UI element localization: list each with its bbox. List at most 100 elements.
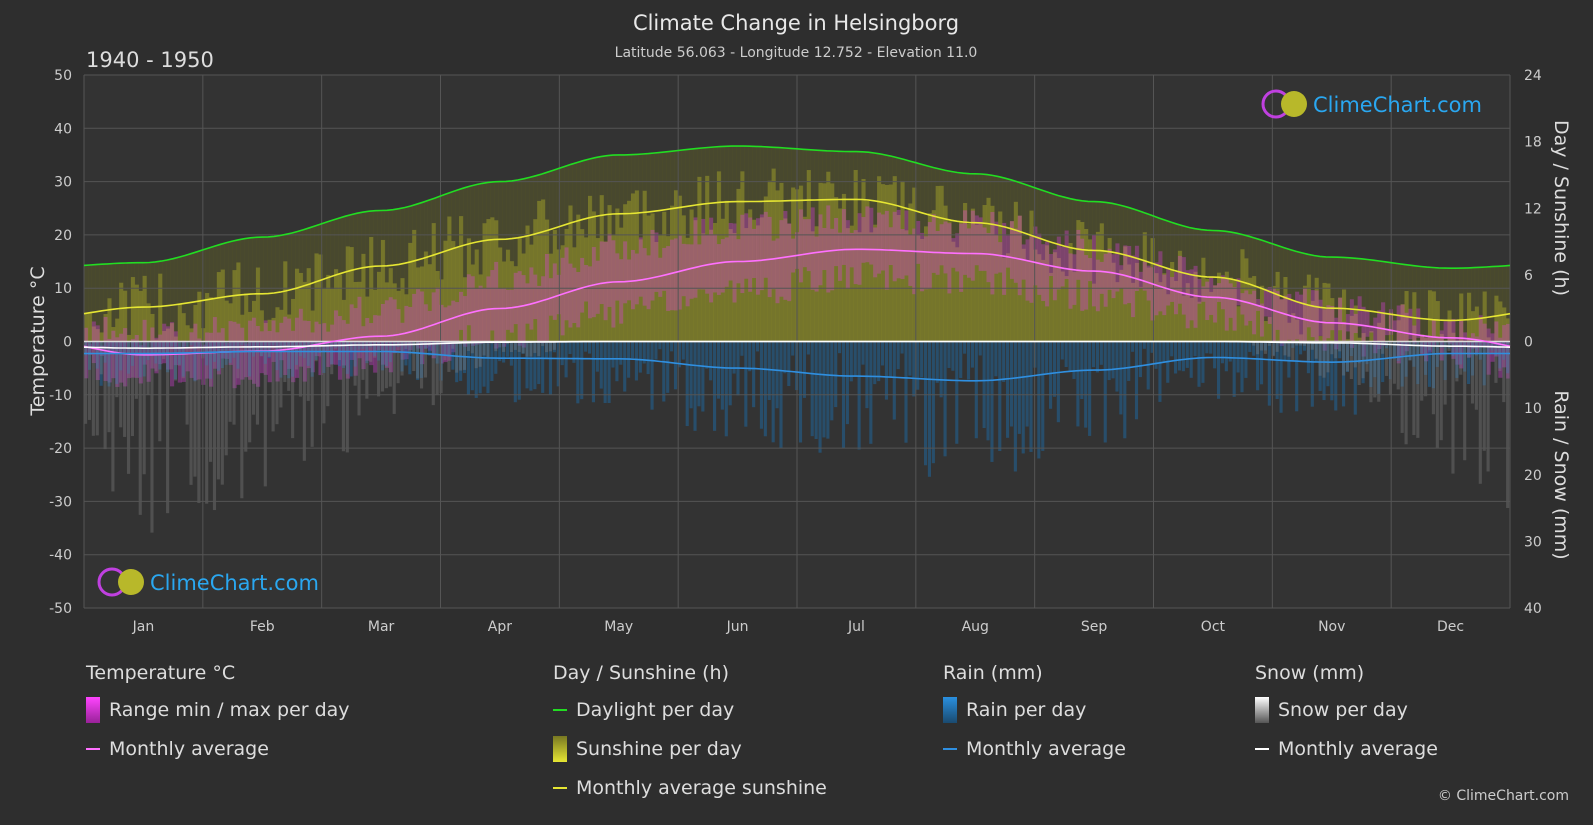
temp-range-bar bbox=[1013, 228, 1019, 283]
sunshine-bar bbox=[462, 277, 468, 342]
temp-range-bar bbox=[1115, 243, 1120, 292]
line-swatch-icon bbox=[553, 709, 567, 711]
daylight-bar bbox=[1138, 211, 1144, 342]
rain-bar bbox=[1025, 341, 1029, 427]
sunshine-bar bbox=[1342, 289, 1347, 342]
rain-bar bbox=[884, 341, 889, 400]
legend-rain-title: Rain (mm) bbox=[943, 662, 1043, 684]
temp-range-bar bbox=[673, 238, 679, 311]
rain-bar bbox=[115, 341, 119, 384]
range-swatch-icon bbox=[86, 697, 100, 723]
temp-range-bar bbox=[119, 333, 124, 383]
temp-range-bar bbox=[787, 223, 792, 302]
snow-bar bbox=[193, 341, 197, 477]
daylight-bar bbox=[1400, 264, 1405, 342]
temp-range-bar bbox=[423, 304, 429, 349]
snow-bar bbox=[1373, 341, 1377, 398]
temp-range-bar bbox=[462, 296, 468, 347]
temp-range-bar bbox=[1127, 245, 1132, 304]
sunshine-bar bbox=[1338, 297, 1343, 342]
snow-bar bbox=[513, 341, 517, 350]
sunshine-bar bbox=[955, 247, 960, 342]
temp-range-bar bbox=[197, 338, 202, 380]
temp-range-bar bbox=[416, 289, 421, 349]
sunshine-bar bbox=[1486, 337, 1491, 342]
temp-range-bar bbox=[455, 302, 460, 342]
snow-bar bbox=[1283, 341, 1287, 356]
sunshine-bar bbox=[1369, 331, 1374, 342]
sunshine-bar bbox=[474, 249, 479, 342]
sunshine-bar bbox=[755, 225, 761, 342]
rain-bar bbox=[1068, 341, 1072, 372]
temp-range-bar bbox=[990, 212, 995, 295]
daylight-bar bbox=[177, 256, 182, 342]
daylight-bar bbox=[91, 264, 97, 342]
daylight-bar bbox=[162, 260, 167, 342]
daylight-bar bbox=[365, 211, 370, 342]
rain-bar bbox=[1412, 341, 1416, 367]
snow-bar bbox=[1404, 341, 1408, 445]
snow-bar bbox=[283, 341, 287, 383]
temp-range-bar bbox=[599, 241, 604, 305]
temp-range-bar bbox=[216, 332, 222, 375]
temp-range-bar bbox=[1381, 302, 1386, 346]
temp-range-bar bbox=[1326, 305, 1331, 339]
sunshine-bar bbox=[380, 239, 386, 342]
temp-range-bar bbox=[1314, 290, 1319, 342]
daylight-bar bbox=[1396, 263, 1401, 342]
rain-bar bbox=[576, 341, 580, 404]
sunshine-bar bbox=[283, 261, 288, 342]
snow-bar bbox=[455, 341, 459, 373]
daylight-bar bbox=[263, 237, 268, 342]
daylight-bar bbox=[1048, 193, 1054, 342]
rain-bar bbox=[509, 341, 513, 366]
rain-bar bbox=[1252, 341, 1256, 356]
temp-range-bar bbox=[767, 216, 772, 298]
temp-range-bar bbox=[998, 242, 1003, 273]
temp-range-bar bbox=[869, 207, 874, 265]
rain-bar bbox=[1455, 341, 1459, 378]
rain-bar bbox=[1279, 341, 1283, 413]
sunshine-bar bbox=[1322, 282, 1327, 342]
rain-bar bbox=[935, 341, 939, 383]
temp-range-bar bbox=[212, 317, 218, 369]
sunshine-bar bbox=[568, 205, 573, 342]
sunshine-bar bbox=[443, 240, 448, 342]
temp-range-bar bbox=[1431, 319, 1437, 346]
temp-range-bar bbox=[666, 246, 671, 311]
sunshine-bar bbox=[541, 199, 546, 342]
sunshine-bar bbox=[685, 237, 690, 342]
temp-range-bar bbox=[1252, 290, 1257, 335]
sunshine-bar bbox=[1123, 246, 1128, 342]
sunshine-bar bbox=[1009, 221, 1015, 342]
sunshine-bar bbox=[1506, 318, 1511, 342]
temp-range-bar bbox=[888, 227, 894, 266]
legend-label: Monthly average bbox=[109, 738, 269, 760]
temp-range-bar bbox=[740, 214, 745, 294]
sunshine-bar bbox=[923, 226, 929, 342]
snow-bar bbox=[1361, 341, 1365, 379]
sunshine-bar bbox=[1256, 305, 1261, 342]
temp-range-bar bbox=[1302, 287, 1308, 342]
temp-range-bar bbox=[99, 345, 104, 357]
sunshine-bar bbox=[513, 266, 518, 342]
temp-range-bar bbox=[482, 288, 487, 343]
snow-bar bbox=[412, 341, 416, 372]
snow-bar bbox=[443, 341, 447, 361]
sunshine-bar bbox=[169, 323, 175, 342]
sunshine-bar bbox=[228, 303, 233, 342]
temp-range-bar bbox=[838, 232, 843, 281]
rain-bar bbox=[1119, 341, 1123, 415]
temp-range-bar bbox=[783, 211, 788, 300]
rain-bar bbox=[216, 341, 220, 371]
rain-bar bbox=[916, 341, 920, 390]
temp-range-bar bbox=[1224, 278, 1230, 331]
daylight-bar bbox=[1158, 218, 1163, 342]
rain-bar bbox=[1158, 341, 1162, 402]
left-axis-label: Temperature °C bbox=[27, 266, 49, 416]
daylight-bar bbox=[275, 235, 280, 342]
daylight-bar bbox=[181, 255, 186, 342]
snow-bar bbox=[154, 341, 158, 372]
rain-bar bbox=[95, 341, 99, 369]
rain-bar bbox=[740, 341, 744, 356]
